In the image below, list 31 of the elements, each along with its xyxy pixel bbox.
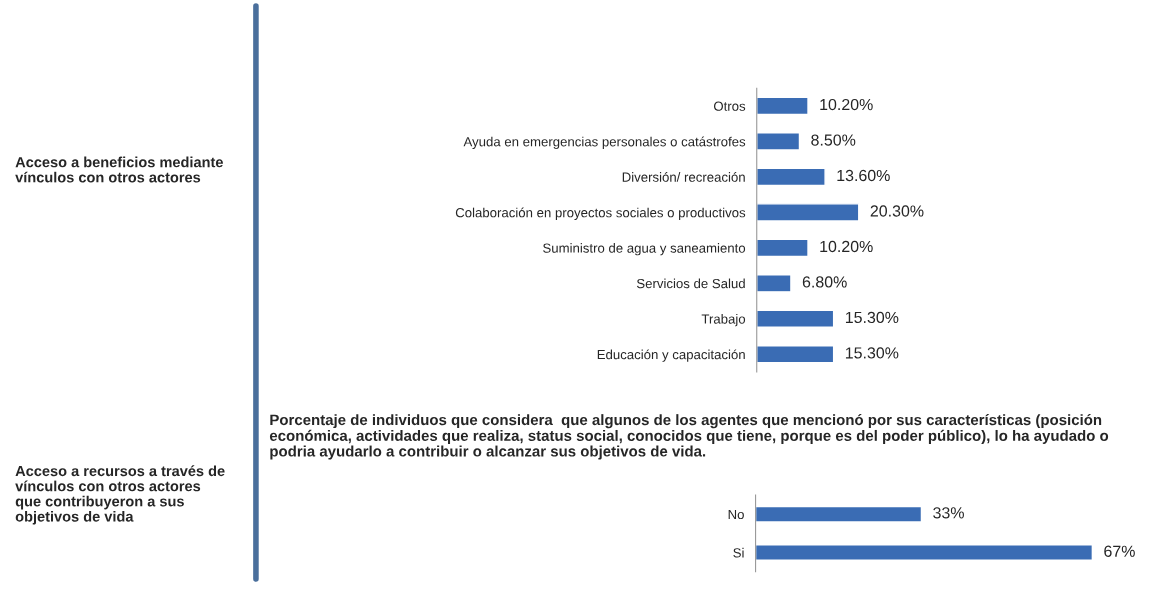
bar <box>756 309 835 328</box>
y-tick-label: Colaboración en proyectos sociales o productivos <box>455 207 746 220</box>
data-label: 15.30% <box>845 347 899 359</box>
bar <box>756 96 809 116</box>
text: Acceso a recursos a través de vínculos con otros actores que contribuyeron a sus objetivos de vida <box>15 465 225 525</box>
y-tick-label: Ayuda en emergencias personales o catástrofes <box>463 136 746 150</box>
bar <box>756 345 835 364</box>
data-label: 67% <box>1104 545 1135 557</box>
data-label: 6.80% <box>802 276 847 288</box>
data-label: 13.60% <box>837 169 890 182</box>
bar <box>756 238 809 258</box>
data-label: 15.30% <box>845 311 899 324</box>
y-tick-label: Trabajo <box>701 314 746 327</box>
y-tick-label: Educación y capacitación <box>597 349 745 362</box>
bar <box>756 167 826 187</box>
y-tick-label: Diversión/ recreación <box>622 171 745 182</box>
y-tick-label: No <box>728 509 744 520</box>
y-tick-label: Servicios de Salud <box>636 278 745 289</box>
data-label: 10.20% <box>820 240 873 253</box>
y-tick-label: Si <box>733 547 744 558</box>
chart-title: Porcentaje de individuos que considera que algunos de los agentes que mencionó por sus características (posición económica, actividades que realiza, status social, conocidos que tiene, porque es del poder público), lo ha ayudado o podria ayudarlo a contribuir o alcanzar sus objetivos de vida. <box>269 414 1109 460</box>
data-label: 20.30% <box>870 205 924 217</box>
bar <box>756 203 860 222</box>
data-label: 8.50% <box>811 134 856 146</box>
text: Acceso a beneficios mediante vínculos con otros actores <box>15 156 223 183</box>
data-label: 33% <box>933 507 964 519</box>
bar <box>756 274 792 293</box>
bar <box>756 132 801 151</box>
y-tick-label: Suministro de agua y saneamiento <box>543 243 746 256</box>
data-label: 10.20% <box>820 98 873 111</box>
y-tick-label: Otros <box>713 101 746 111</box>
